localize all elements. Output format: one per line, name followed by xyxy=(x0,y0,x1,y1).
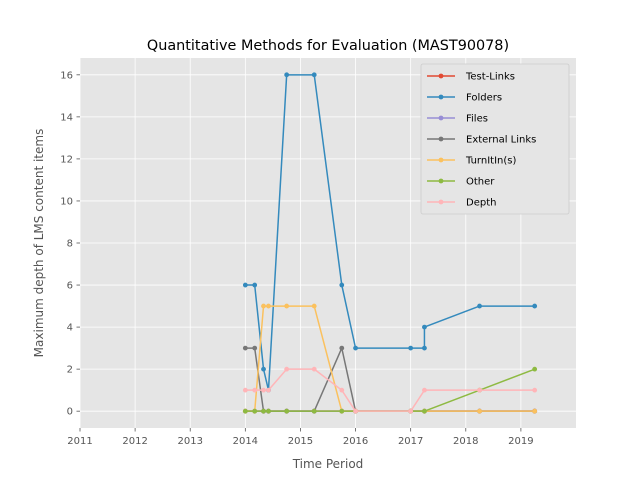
data-point-folders xyxy=(422,324,427,330)
y-tick-label: 8 xyxy=(67,239,73,250)
data-point-depth xyxy=(339,387,345,393)
series-folders xyxy=(242,72,538,393)
data-point-depth xyxy=(252,387,258,393)
y-tick-label: 2 xyxy=(67,365,73,376)
data-point-external-links xyxy=(242,345,248,351)
data-point-depth xyxy=(284,366,290,372)
data-point-external-links xyxy=(339,345,345,351)
legend-label: Files xyxy=(466,114,488,125)
x-axis-label: Time Period xyxy=(292,457,364,471)
data-point-folders xyxy=(532,303,538,309)
data-point-folders xyxy=(422,345,427,351)
data-point-depth xyxy=(353,408,358,414)
data-point-other xyxy=(422,408,427,414)
x-tick-label: 2013 xyxy=(177,436,202,447)
legend-box xyxy=(420,63,570,215)
legend-swatch-marker xyxy=(438,199,444,205)
data-point-turnitin-s xyxy=(266,303,271,309)
data-point-other xyxy=(339,408,345,414)
data-point-turnitin-s xyxy=(532,408,538,414)
legend-swatch-marker xyxy=(438,136,444,142)
data-point-turnitin-s xyxy=(261,303,266,309)
data-point-other xyxy=(252,408,258,414)
x-tick-label: 2017 xyxy=(398,436,423,447)
data-point-folders xyxy=(252,282,258,288)
data-point-other xyxy=(284,408,290,414)
y-tick-label: 12 xyxy=(60,154,73,165)
y-tick-label: 14 xyxy=(60,112,73,123)
x-tick-label: 2018 xyxy=(453,436,478,447)
y-tick-label: 6 xyxy=(67,281,73,292)
series-line-turnitin-s xyxy=(245,305,535,412)
legend-item-files: Files xyxy=(427,114,488,125)
legend: Test-Links Folders Files External Links Turn… xyxy=(420,63,570,215)
data-point-folders xyxy=(408,345,414,351)
legend-swatch-marker xyxy=(438,157,444,163)
y-tick-label: 4 xyxy=(67,323,73,334)
series-group xyxy=(242,72,538,414)
legend-label: Other xyxy=(466,177,495,188)
data-point-turnitin-s xyxy=(311,303,317,309)
legend-item-turnitin-s: TurnItIn(s) xyxy=(427,156,516,167)
legend-label: Folders xyxy=(466,93,502,104)
legend-swatch-marker xyxy=(438,94,444,100)
legend-label: Test-Links xyxy=(465,72,515,83)
x-tick-label: 2014 xyxy=(233,436,258,447)
data-point-folders xyxy=(284,72,290,78)
x-tick-label: 2016 xyxy=(343,436,368,447)
legend-label: TurnItIn(s) xyxy=(465,156,516,167)
legend-item-depth: Depth xyxy=(427,198,496,209)
y-tick-label: 16 xyxy=(60,70,73,81)
chart-title: Quantitative Methods for Evaluation (MAS… xyxy=(147,38,509,54)
data-point-depth xyxy=(477,387,482,393)
y-tick-label: 0 xyxy=(67,407,73,418)
legend-item-external-links: External Links xyxy=(427,135,536,146)
data-point-folders xyxy=(242,282,248,288)
legend-label: External Links xyxy=(466,135,536,146)
series-depth xyxy=(242,366,538,414)
data-point-depth xyxy=(242,387,248,393)
data-point-folders xyxy=(353,345,358,351)
data-point-other xyxy=(266,408,271,414)
y-tick-label: 10 xyxy=(60,196,73,207)
x-tick-label: 2012 xyxy=(122,436,147,447)
data-point-depth xyxy=(261,387,266,393)
data-point-turnitin-s xyxy=(477,408,482,414)
data-point-depth xyxy=(422,387,427,393)
data-point-external-links xyxy=(252,345,258,351)
data-point-other xyxy=(532,366,538,372)
data-point-folders xyxy=(477,303,482,309)
data-point-depth xyxy=(311,366,317,372)
legend-swatch-marker xyxy=(438,178,444,184)
y-axis-label: Maximum depth of LMS content items xyxy=(32,129,46,358)
axis-ticks: 2011 2012 2013 2014 2015 2016 2017 2018 2019 0 2 4 6… xyxy=(60,70,533,447)
data-point-folders xyxy=(339,282,345,288)
data-point-other xyxy=(311,408,317,414)
legend-swatch-marker xyxy=(438,115,444,121)
legend-item-folders: Folders xyxy=(427,93,502,104)
legend-label: Depth xyxy=(466,198,496,209)
legend-swatch-marker xyxy=(438,73,444,79)
x-tick-label: 2011 xyxy=(67,436,92,447)
data-point-other xyxy=(242,408,248,414)
data-point-folders xyxy=(261,366,266,372)
data-point-depth xyxy=(532,387,538,393)
x-tick-label: 2019 xyxy=(508,436,533,447)
data-point-depth xyxy=(408,408,414,414)
x-tick-label: 2015 xyxy=(288,436,313,447)
data-point-depth xyxy=(266,387,271,393)
data-point-folders xyxy=(311,72,317,78)
data-point-other xyxy=(261,408,266,414)
data-point-turnitin-s xyxy=(284,303,290,309)
legend-item-test-links: Test-Links xyxy=(427,72,515,83)
legend-item-other: Other xyxy=(427,177,495,188)
